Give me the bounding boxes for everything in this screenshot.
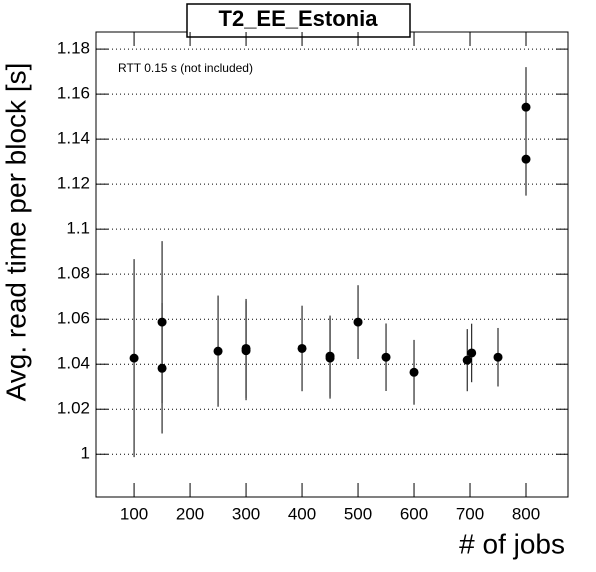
data-point [241,343,251,353]
x-axis-label: # of jobs [459,528,565,559]
y-tick-label: 1 [81,444,90,463]
data-point [409,367,419,377]
data-point [381,352,391,362]
x-tick-label: 700 [456,504,484,523]
y-tick-label: 1.16 [57,84,90,103]
x-tick-label: 400 [288,504,316,523]
chart-title: T2_EE_Estonia [219,6,379,31]
data-point [213,346,223,356]
data-point [521,154,531,164]
y-tick-label: 1.02 [57,399,90,418]
y-tick-label: 1.18 [57,39,90,58]
data-point [129,353,139,363]
data-point [325,353,335,363]
data-point [493,352,503,362]
title-box [186,3,411,38]
data-point [521,102,531,112]
x-tick-label: 200 [176,504,204,523]
y-tick-label: 1.1 [66,219,90,238]
y-tick-label: 1.04 [57,354,90,373]
y-tick-label: 1.06 [57,309,90,328]
data-point [462,355,472,365]
y-tick-label: 1.08 [57,264,90,283]
y-axis-label: Avg. read time per block [s] [0,63,31,402]
data-point [297,343,307,353]
data-point [467,348,477,358]
y-tick-label: 1.12 [57,174,90,193]
x-tick-label: 100 [120,504,148,523]
x-tick-label: 600 [400,504,428,523]
annotation: RTT 0.15 s (not included) [118,61,253,75]
x-tick-label: 800 [512,504,540,523]
data-point [157,363,167,373]
y-tick-label: 1.14 [57,129,90,148]
x-tick-label: 500 [344,504,372,523]
data-point [353,317,363,327]
x-tick-label: 300 [232,504,260,523]
